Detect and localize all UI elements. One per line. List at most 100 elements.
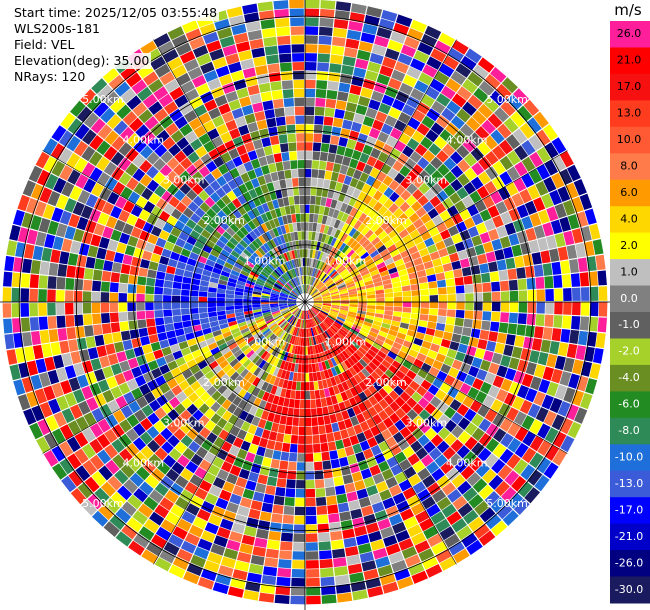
velocity-gate [491,311,501,322]
velocity-gate [372,277,382,284]
velocity-gate [239,96,252,108]
velocity-gate [306,310,310,319]
velocity-gate [464,167,477,181]
velocity-gate [111,136,126,151]
velocity-gate [282,287,290,294]
velocity-gate [249,38,264,50]
velocity-gate [513,459,528,475]
velocity-gate [198,307,208,314]
velocity-gate [269,522,282,532]
velocity-gate [487,205,500,218]
velocity-gate [218,103,231,115]
velocity-gate [107,475,123,491]
velocity-gate [273,269,281,277]
velocity-gate [38,316,48,330]
velocity-gate [301,231,305,240]
velocity-gate [322,300,332,302]
velocity-gate [270,298,279,301]
velocity-gate [115,531,133,547]
velocity-gate [355,233,364,243]
velocity-gate [228,277,238,284]
velocity-gate [305,399,311,409]
velocity-gate [293,278,298,287]
velocity-gate [378,102,391,115]
velocity-gate [421,496,436,510]
velocity-gate [119,419,132,433]
velocity-gate [346,283,356,289]
velocity-gate [440,229,451,240]
velocity-gate [192,324,202,332]
velocity-gate [296,480,305,489]
velocity-gate [305,267,307,276]
velocity-gate [110,386,123,399]
velocity-gate [322,306,331,310]
velocity-gate [427,533,443,548]
velocity-gate [314,470,324,480]
velocity-gate [331,248,339,257]
velocity-gate [176,391,188,403]
velocity-gate [208,342,218,351]
velocity-gate [202,269,212,277]
velocity-gate [278,303,288,305]
velocity-gate [361,239,371,249]
velocity-gate [261,502,273,513]
velocity-gate [119,321,129,332]
velocity-gate [552,431,567,448]
velocity-gate [336,354,344,364]
velocity-gate [546,235,557,250]
velocity-gate [316,282,324,290]
velocity-gate [418,72,433,86]
velocity-gate [444,374,456,386]
velocity-gate [428,366,440,377]
velocity-gate [283,286,291,293]
velocity-gate [170,343,181,353]
velocity-gate [418,397,430,409]
velocity-gate [438,309,447,317]
velocity-gate [192,409,204,421]
velocity-gate [557,246,569,261]
velocity-gate [368,361,378,371]
velocity-gate [112,454,127,469]
velocity-gate [100,107,116,124]
velocity-gate [317,214,324,224]
velocity-gate [267,539,280,550]
velocity-gate [484,73,501,90]
velocity-gate [358,402,368,413]
velocity-gate [366,485,379,497]
velocity-gate [220,556,236,569]
velocity-gate [265,548,279,559]
velocity-gate [329,327,337,335]
velocity-gate [554,203,567,219]
velocity-gate [232,233,242,243]
velocity-gate [279,206,287,216]
velocity-gate [496,332,507,344]
velocity-gate [411,302,421,308]
velocity-gate [210,272,221,279]
velocity-gate [467,94,483,110]
velocity-gate [366,417,376,429]
velocity-gate [514,255,525,268]
velocity-gate [70,351,82,365]
velocity-gate [483,292,492,302]
velocity-gate [394,172,406,184]
velocity-gate [400,279,410,287]
velocity-gate [131,387,143,400]
velocity-gate [171,385,183,396]
velocity-gate [160,427,173,441]
velocity-gate [183,353,194,363]
velocity-gate [292,560,305,569]
velocity-gate [3,318,13,334]
velocity-gate [172,281,182,289]
velocity-gate [277,349,284,359]
velocity-gate [186,415,198,428]
velocity-gate [172,526,188,540]
velocity-gate [281,188,288,198]
velocity-gate [331,294,340,298]
velocity-gate [244,310,253,315]
velocity-gate [69,404,83,420]
velocity-gate [374,240,384,250]
velocity-gate [346,491,358,502]
velocity-gate [598,286,608,301]
range-label: 5.00km [486,497,528,510]
velocity-gate [379,346,390,355]
